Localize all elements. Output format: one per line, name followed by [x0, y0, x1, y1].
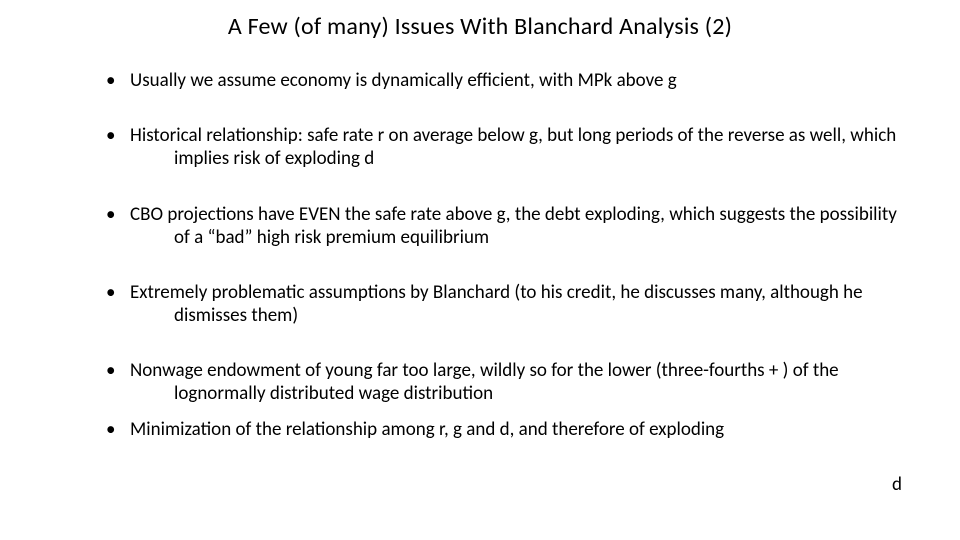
- list-item: Nonwage endowment of young far too large…: [50, 359, 910, 405]
- bullet-text: Minimization of the relationship among r…: [130, 418, 910, 441]
- bullet-list: Usually we assume economy is dynamically…: [50, 69, 910, 441]
- list-item: Extremely problematic assumptions by Bla…: [50, 281, 910, 327]
- bullet-text: Usually we assume economy is dynamically…: [130, 69, 910, 92]
- bullet-text: Extremely problematic assumptions by Bla…: [130, 281, 910, 327]
- list-item: Historical relationship: safe rate r on …: [50, 124, 910, 170]
- bullet-text: CBO projections have EVEN the safe rate …: [130, 203, 910, 249]
- stray-text: d: [892, 473, 902, 496]
- list-item: Minimization of the relationship among r…: [50, 418, 910, 441]
- list-item: Usually we assume economy is dynamically…: [50, 69, 910, 92]
- slide-title: A Few (of many) Issues With Blanchard An…: [50, 12, 910, 41]
- bullet-text: Historical relationship: safe rate r on …: [130, 124, 910, 170]
- list-item: CBO projections have EVEN the safe rate …: [50, 203, 910, 249]
- bullet-text: Nonwage endowment of young far too large…: [130, 359, 910, 405]
- slide: A Few (of many) Issues With Blanchard An…: [0, 0, 960, 540]
